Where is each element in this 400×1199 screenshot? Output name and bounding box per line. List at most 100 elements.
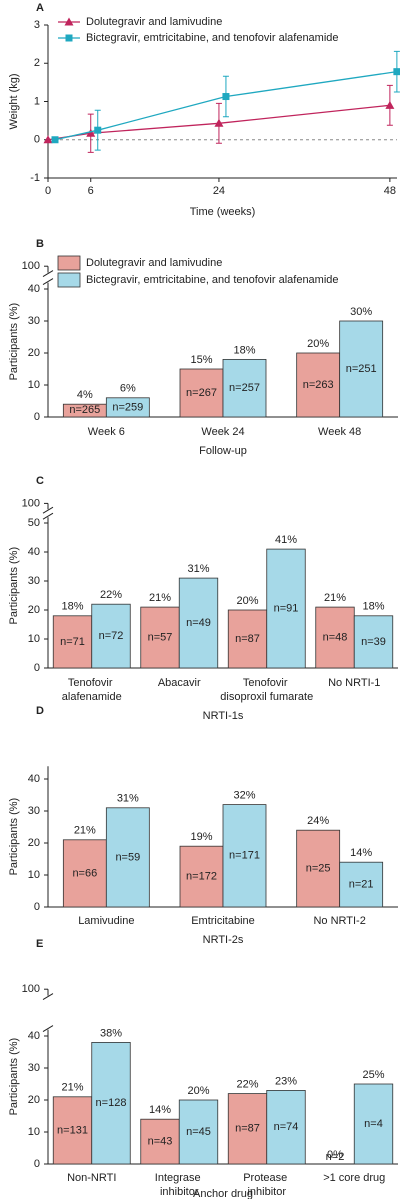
- n-label: n=172: [186, 871, 217, 883]
- y-tick-label: 0: [34, 662, 40, 674]
- n-label: n=49: [186, 617, 211, 629]
- y-tick-label: -1: [30, 172, 40, 184]
- n-label: n=131: [57, 1124, 88, 1136]
- value-label: 19%: [190, 831, 212, 843]
- n-label: n=267: [186, 387, 217, 399]
- x-tick-label: Non-NRTI: [67, 1172, 116, 1184]
- bar: [62, 839, 107, 908]
- legend-label: Dolutegravir and lamivudine: [86, 16, 222, 28]
- bar: [178, 577, 219, 669]
- n-label: n=43: [148, 1136, 173, 1148]
- value-label: 21%: [324, 592, 346, 604]
- bar: [353, 1083, 394, 1165]
- x-axis-label: NRTI-1s: [203, 710, 244, 722]
- y-tick-label: 40: [28, 546, 40, 558]
- n-label: n=263: [303, 379, 334, 391]
- y-tick-label: 0: [34, 1158, 40, 1170]
- x-axis-label: Follow-up: [199, 445, 247, 457]
- n-label: n=87: [235, 633, 260, 645]
- value-label: 22%: [100, 589, 122, 601]
- y-tick-label: 20: [28, 347, 40, 359]
- x-tick-label: 48: [384, 185, 396, 197]
- legend-swatch: [57, 272, 81, 288]
- value-label: 23%: [275, 1075, 297, 1087]
- marker: [94, 126, 102, 134]
- y-tick-label: 20: [28, 837, 40, 849]
- x-tick-label: Tenofovir disoproxil fumarate: [220, 677, 313, 703]
- axis-break: [42, 993, 54, 1033]
- value-label: 25%: [362, 1069, 384, 1081]
- panel-title: A: [36, 2, 44, 14]
- bar: [222, 804, 267, 908]
- x-axis-label: Anchor drug: [193, 1188, 253, 1199]
- value-label: 32%: [233, 790, 255, 802]
- y-tick-label: 20: [28, 1094, 40, 1106]
- n-label: n=48: [323, 631, 348, 643]
- value-label: 24%: [307, 815, 329, 827]
- n-label: n=39: [361, 636, 386, 648]
- n-label: n=72: [99, 630, 124, 642]
- value-label: 15%: [190, 354, 212, 366]
- n-label: n=251: [346, 363, 377, 375]
- marker: [86, 128, 96, 137]
- x-tick-label: 6: [88, 185, 94, 197]
- bar: [222, 358, 267, 418]
- x-tick-label: >1 core drug: [323, 1172, 385, 1184]
- x-tick-label: No NRTI-1: [328, 677, 380, 689]
- x-tick-label: Abacavir: [158, 677, 201, 689]
- panel-title: D: [36, 705, 44, 717]
- y-tick-label: 10: [28, 379, 40, 391]
- y-tick-label: 0: [34, 134, 40, 146]
- value-label: 31%: [187, 563, 209, 575]
- n-label: n=74: [274, 1121, 299, 1133]
- bar: [105, 397, 150, 418]
- n-label: n=59: [115, 851, 140, 863]
- marker: [214, 118, 224, 127]
- bar: [178, 1099, 219, 1165]
- n-label: n=257: [229, 382, 260, 394]
- x-tick-label: 0: [45, 185, 51, 197]
- y-tick-label: 2: [34, 57, 40, 69]
- x-tick-label: Lamivudine: [78, 915, 134, 927]
- y-tick-label: 100: [22, 983, 40, 995]
- n-label: n=265: [69, 404, 100, 416]
- bar: [52, 615, 93, 669]
- n-label: n=45: [186, 1126, 211, 1138]
- n-label: n=259: [112, 401, 143, 413]
- value-label: 18%: [233, 344, 255, 356]
- marker: [64, 17, 74, 26]
- bar: [140, 606, 180, 669]
- value-label: 21%: [74, 825, 96, 837]
- y-axis-label: Participants (%): [8, 1038, 20, 1116]
- y-tick-label: 100: [22, 497, 40, 509]
- value-label: 41%: [275, 534, 297, 546]
- x-tick-label: Emtricitabine: [191, 915, 255, 927]
- value-label: 6%: [120, 383, 136, 395]
- panel-title: B: [36, 238, 44, 250]
- y-tick-label: 30: [28, 315, 40, 327]
- bar: [296, 829, 341, 908]
- value-label: 20%: [187, 1085, 209, 1097]
- marker: [43, 135, 53, 144]
- value-label: 22%: [236, 1079, 258, 1091]
- y-tick-label: 1: [34, 95, 40, 107]
- y-axis-label: Weight (kg): [8, 73, 20, 129]
- bar: [315, 606, 355, 669]
- y-tick-label: 10: [28, 1126, 40, 1138]
- x-tick-label: Tenofovir alafenamide: [62, 677, 122, 703]
- marker: [51, 136, 59, 144]
- y-tick-label: 50: [28, 517, 40, 529]
- y-tick-label: 100: [22, 260, 40, 272]
- n-label: n=25: [306, 863, 331, 875]
- bar: [339, 320, 384, 418]
- y-tick-label: 10: [28, 869, 40, 881]
- n-label: n=87: [235, 1123, 260, 1135]
- panel-title: C: [36, 475, 44, 487]
- y-tick-label: 20: [28, 604, 40, 616]
- x-tick-label: Integrase inhibitor: [155, 1172, 204, 1198]
- y-tick-label: 40: [28, 773, 40, 785]
- value-label: 4%: [77, 389, 93, 401]
- x-tick-label: 24: [213, 185, 225, 197]
- x-tick-label: Week 24: [201, 426, 244, 438]
